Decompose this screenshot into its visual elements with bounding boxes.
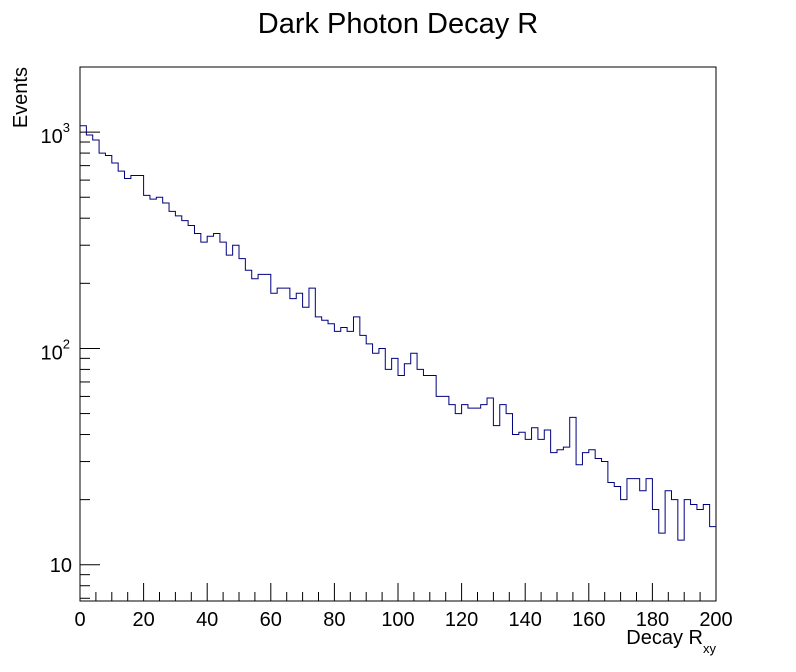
x-axis-ticks <box>79 583 717 601</box>
y-axis-tick-labels: 103 102 10 <box>41 120 72 577</box>
y-tick-label: 10 <box>50 555 72 577</box>
x-tick-label: 120 <box>445 609 478 631</box>
histogram-series-line <box>80 125 716 541</box>
plot-area-border <box>79 66 717 602</box>
x-axis-label-subscript: xy <box>703 641 717 656</box>
x-tick-label: 20 <box>132 609 154 631</box>
plot-frame <box>79 66 717 602</box>
x-tick-label: 140 <box>509 609 542 631</box>
y-axis-ticks <box>80 66 100 599</box>
x-tick-label: 0 <box>74 609 85 631</box>
chart-title: Dark Photon Decay R <box>258 8 538 40</box>
x-tick-label: 40 <box>196 609 218 631</box>
x-tick-label: 160 <box>572 609 605 631</box>
x-tick-label: 200 <box>699 609 732 631</box>
x-tick-label: 60 <box>260 609 282 631</box>
y-tick-label: 103 <box>41 120 70 148</box>
y-axis-label: Events <box>10 67 32 128</box>
x-axis-label-text: Decay R <box>626 627 703 649</box>
x-tick-label: 80 <box>323 609 345 631</box>
x-axis-label: Decay Rxy <box>626 627 716 656</box>
x-tick-label: 100 <box>381 609 414 631</box>
x-tick-label: 180 <box>636 609 669 631</box>
x-axis-tick-labels: 0 20 40 60 80 100 120 140 160 180 200 <box>74 609 732 631</box>
y-tick-label: 102 <box>41 336 70 364</box>
